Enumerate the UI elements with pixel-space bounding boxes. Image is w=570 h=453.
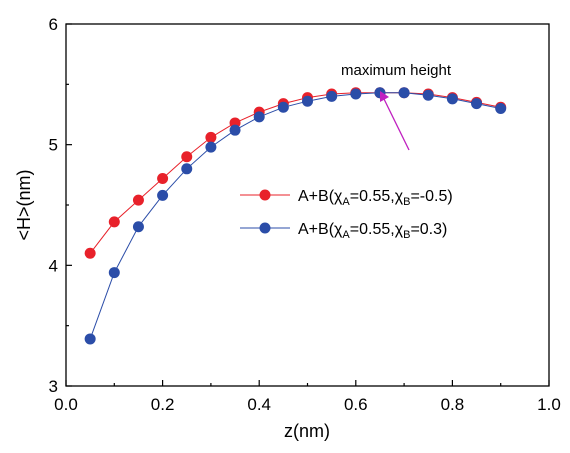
series-2-line: [89, 92, 501, 340]
legend-entry-series-1: A+B(χA=0.55,χB=-0.5): [240, 188, 453, 208]
series-2-point: [495, 102, 507, 114]
legend: A+B(χA=0.55,χB=-0.5) A+B(χA=0.55,χB=0.3): [240, 188, 453, 241]
series-2-point: [108, 267, 120, 279]
x-tick-label: 0.2: [151, 395, 175, 414]
y-tick-label: 4: [49, 256, 58, 275]
series-1-point: [84, 247, 96, 259]
series-2-point: [350, 88, 362, 100]
legend-label-series-2: A+B(χA=0.55,χB=0.3): [298, 221, 447, 241]
series-2-point: [302, 95, 313, 107]
legend-label-series-1: A+B(χA=0.55,χB=-0.5): [298, 188, 453, 208]
series-1-point: [181, 151, 193, 163]
series-2-point: [157, 189, 169, 201]
series-2-point: [132, 221, 144, 233]
annotation-text: maximum height: [341, 62, 452, 79]
series-2-point: [326, 90, 338, 102]
series-2-point: [277, 101, 289, 113]
x-tick-label: 0.6: [344, 395, 368, 414]
y-axis-ticks: 3 4 5 6: [49, 15, 72, 396]
legend-marker-series-2: [259, 222, 271, 234]
series-1-point: [205, 131, 217, 143]
series-layer: [84, 87, 507, 345]
annotation: maximum height: [341, 62, 452, 151]
series-2-point: [229, 124, 241, 136]
legend-entry-series-2: A+B(χA=0.55,χB=0.3): [240, 221, 447, 241]
x-tick-label: 0.4: [247, 395, 271, 414]
y-tick-label: 3: [49, 377, 58, 396]
x-axis-title: z(nm): [284, 421, 330, 441]
series-2-point: [181, 163, 193, 175]
annotation-arrow-head: [380, 91, 389, 102]
series-1-point: [108, 216, 120, 228]
y-axis-title: <H>(nm): [14, 169, 34, 240]
series-2-point: [422, 89, 434, 101]
x-axis-ticks: 0.0 0.2 0.4 0.6 0.8 1.0: [54, 380, 561, 414]
annotation-arrow-line: [383, 98, 410, 151]
series-1-point: [132, 194, 144, 206]
legend-marker-series-1: [259, 189, 271, 201]
y-tick-label: 5: [49, 136, 58, 155]
x-tick-label: 1.0: [537, 395, 561, 414]
series-2-point: [446, 93, 458, 105]
x-tick-label: 0.8: [441, 395, 465, 414]
series-2-point: [398, 87, 410, 99]
x-tick-label: 0.0: [54, 395, 78, 414]
series-2-point: [84, 333, 96, 345]
series-2-point: [471, 98, 483, 110]
series-2-point: [253, 111, 265, 123]
series-2-point: [205, 141, 217, 153]
series-1-point: [157, 172, 169, 184]
y-tick-label: 6: [49, 15, 58, 34]
series-2: [84, 87, 507, 345]
